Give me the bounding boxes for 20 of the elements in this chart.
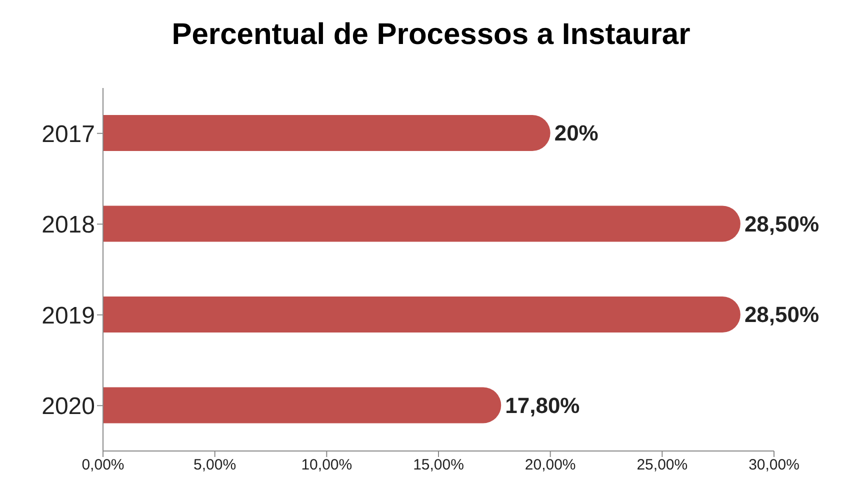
x-tick-label: 10,00% (301, 456, 352, 474)
y-tick-label: 2018 (42, 212, 95, 239)
data-label: 28,50% (744, 302, 820, 327)
x-tick-label: 5,00% (194, 456, 236, 474)
bar (103, 115, 550, 151)
x-tick-label: 25,00% (636, 456, 688, 474)
data-label: 20% (554, 120, 598, 146)
x-tick-label: 20,00% (524, 456, 576, 474)
data-label: 28,50% (744, 211, 820, 236)
x-tick-label: 15,00% (413, 456, 464, 474)
x-tick-label: 30,00% (748, 456, 800, 474)
x-tick-label: 0,00% (82, 456, 124, 474)
y-tick-label: 2019 (42, 302, 95, 330)
bar (103, 206, 740, 242)
bar (103, 296, 740, 332)
chart-title: Percentual de Processos a Instaurar (170, 17, 692, 53)
y-tick-label: 2020 (42, 393, 95, 420)
y-tick-label: 2017 (42, 120, 95, 148)
data-label: 17,80% (505, 392, 580, 418)
bar (103, 387, 502, 424)
